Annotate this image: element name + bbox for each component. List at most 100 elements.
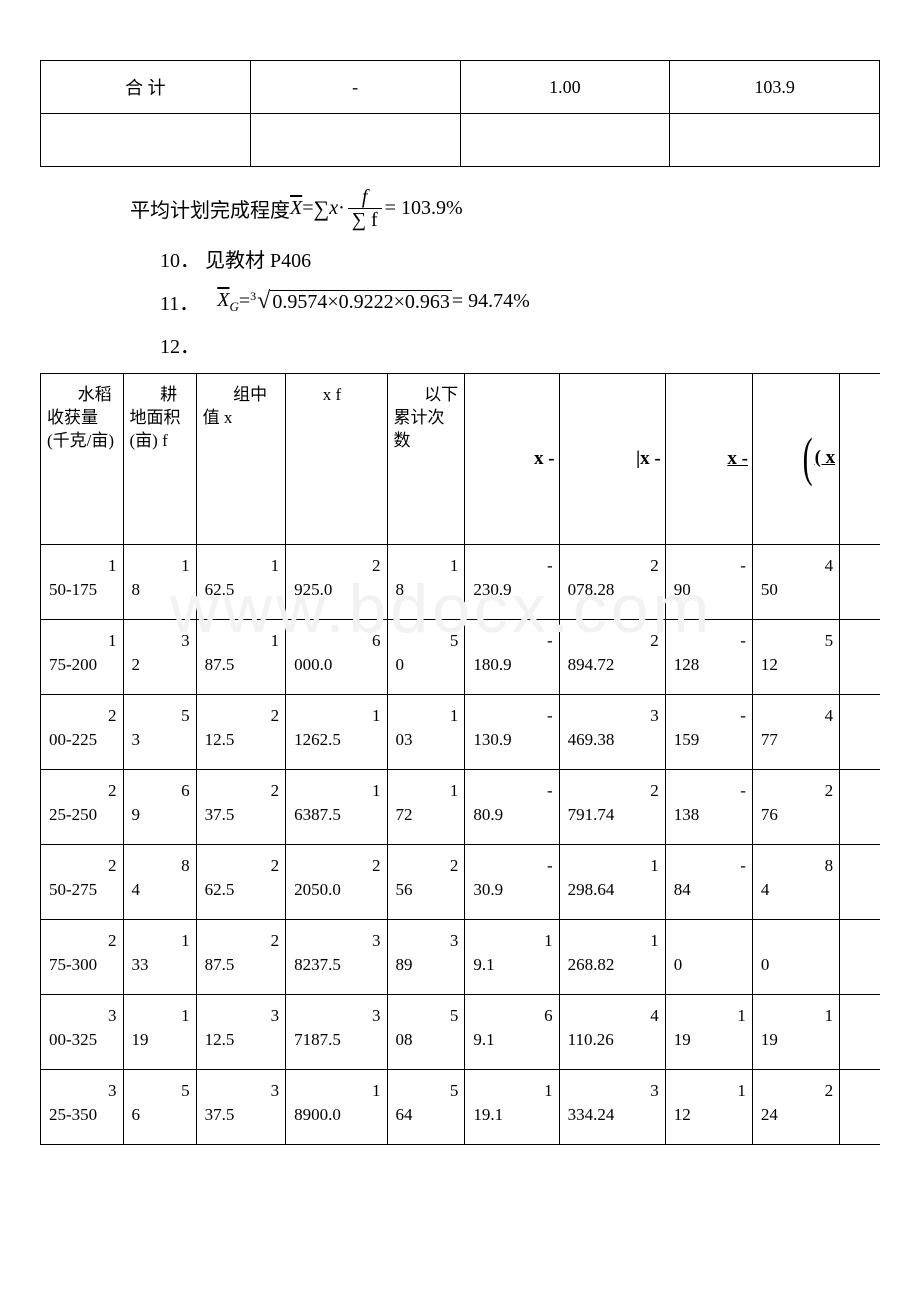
hdr-cumfreq: 以下累计次数	[387, 374, 465, 545]
cell: 50	[387, 620, 465, 695]
table-header-row: 水稻收获量(千克/亩) 耕地面积(亩) f 组中值 x x f 以下累计次数 x…	[41, 374, 881, 545]
cell	[460, 114, 670, 167]
hdr-dev2: x -	[665, 374, 752, 545]
cell: 18	[123, 545, 196, 620]
cell	[840, 1070, 880, 1145]
cell: 3469.38	[559, 695, 665, 770]
label-11: 11．	[160, 287, 199, 316]
cell: 187.5	[196, 620, 286, 695]
sigma: ∑	[314, 196, 330, 222]
cell: 18	[387, 545, 465, 620]
hdr-dev: x -	[465, 374, 559, 545]
cell: 564	[387, 1070, 465, 1145]
cell: 133	[123, 920, 196, 995]
cell: 225-250	[41, 770, 124, 845]
cell: 172	[387, 770, 465, 845]
cell: 1268.82	[559, 920, 665, 995]
cell: 18900.0	[286, 1070, 387, 1145]
cell: 69.1	[465, 995, 559, 1070]
cell: 300-325	[41, 995, 124, 1070]
cell: 3334.24	[559, 1070, 665, 1145]
cell: 22050.0	[286, 845, 387, 920]
table-row: 175-200 32 187.5 6000.0 50 -180.9 2894.7…	[41, 620, 881, 695]
cell: 162.5	[196, 545, 286, 620]
cell: -30.9	[465, 845, 559, 920]
cell: 16387.5	[286, 770, 387, 845]
cell	[840, 620, 880, 695]
table-row: 300-325 119 312.5 37187.5 508 69.1 4110.…	[41, 995, 881, 1070]
rice-yield-table-wrap: 水稻收获量(千克/亩) 耕地面积(亩) f 组中值 x x f 以下累计次数 x…	[40, 373, 880, 1145]
hdr-xf: x f	[286, 374, 387, 545]
cube-root: 3 √0.9574×0.9222×0.963	[250, 288, 452, 315]
result-2: = 94.74%	[452, 290, 530, 313]
hdr-absdev: |x -	[559, 374, 665, 545]
cell: -84	[665, 845, 752, 920]
cell: 337.5	[196, 1070, 286, 1145]
hdr-paren: (( x	[752, 374, 839, 545]
cell: 287.5	[196, 920, 286, 995]
cell: 2791.74	[559, 770, 665, 845]
line-12: 12．	[160, 330, 880, 359]
document-page: 合 计 - 1.00 103.9 平均计划完成程度 X = ∑ x · f ∑ …	[0, 0, 920, 1185]
cell: 477	[752, 695, 839, 770]
cell: 150-175	[41, 545, 124, 620]
cell	[670, 114, 880, 167]
cell: 103.9	[670, 61, 880, 114]
cell: 175-200	[41, 620, 124, 695]
cell: -128	[665, 620, 752, 695]
cell: -	[250, 61, 460, 114]
cell: 508	[387, 995, 465, 1070]
denominator: ∑ f	[348, 209, 382, 230]
cell: 32	[123, 620, 196, 695]
cell: 53	[123, 695, 196, 770]
cell: 212.5	[196, 695, 286, 770]
cell	[840, 545, 880, 620]
cell	[840, 920, 880, 995]
var-x: x	[329, 197, 338, 220]
table-row	[41, 114, 880, 167]
cell	[840, 695, 880, 770]
equals: =	[302, 197, 313, 220]
cell: 256	[387, 845, 465, 920]
cell: 84	[123, 845, 196, 920]
cell: -159	[665, 695, 752, 770]
cell: 450	[752, 545, 839, 620]
result: = 103.9%	[385, 197, 463, 220]
cell	[840, 995, 880, 1070]
cell: 56	[123, 1070, 196, 1145]
cell: 325-350	[41, 1070, 124, 1145]
cell	[41, 114, 251, 167]
cell: 200-225	[41, 695, 124, 770]
cell: -90	[665, 545, 752, 620]
cell: 275-300	[41, 920, 124, 995]
cell: 38237.5	[286, 920, 387, 995]
xbar-g: X	[217, 289, 229, 311]
cell: 6000.0	[286, 620, 387, 695]
cell	[840, 845, 880, 920]
cell: 0	[665, 920, 752, 995]
xbar: X	[290, 197, 302, 219]
cell: 119	[752, 995, 839, 1070]
hdr-midpoint: 组中值 x	[196, 374, 286, 545]
formula-prefix: 平均计划完成程度	[130, 194, 290, 223]
cell: 103	[387, 695, 465, 770]
hdr-cut	[840, 374, 880, 545]
table-row: 250-275 84 262.5 22050.0 256 -30.9 1298.…	[41, 845, 881, 920]
cell: -138	[665, 770, 752, 845]
cell: 312.5	[196, 995, 286, 1070]
cell: 262.5	[196, 845, 286, 920]
summary-table: 合 计 - 1.00 103.9	[40, 60, 880, 167]
hdr-area: 耕地面积(亩) f	[123, 374, 196, 545]
cell: 37187.5	[286, 995, 387, 1070]
table-row: 275-300 133 287.5 38237.5 389 19.1 1268.…	[41, 920, 881, 995]
cell	[840, 770, 880, 845]
cell: 112	[665, 1070, 752, 1145]
fraction: f ∑ f	[348, 187, 382, 230]
cell: 合 计	[41, 61, 251, 114]
cell: 389	[387, 920, 465, 995]
line-10: 10． 见教材 P406	[160, 244, 880, 273]
table-row: 200-225 53 212.5 11262.5 103 -130.9 3469…	[41, 695, 881, 770]
cell: 224	[752, 1070, 839, 1145]
cell: 4110.26	[559, 995, 665, 1070]
cell: 237.5	[196, 770, 286, 845]
